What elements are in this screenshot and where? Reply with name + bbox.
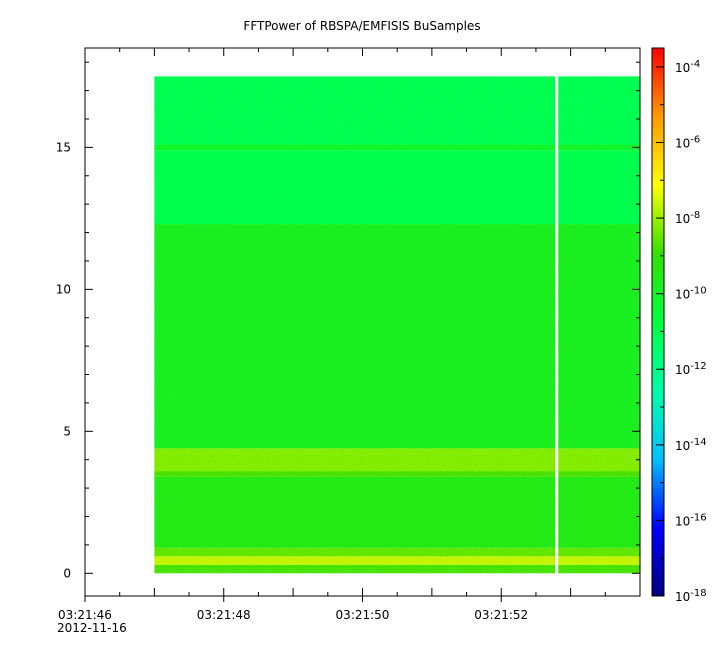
colorbar-tick-label: 10-12 <box>675 361 707 377</box>
heatmap-band-texture <box>154 76 640 145</box>
heatmap-band-texture <box>154 150 640 225</box>
x-tick-label: 03:21:46 <box>58 608 112 622</box>
colorbar-fill <box>652 48 664 596</box>
colorbar-tick-label: 10-18 <box>675 588 707 604</box>
heatmap-band-texture <box>154 448 640 472</box>
colorbar: 10-4 10-6 10-8 10-10 10-12 10-14 10-16 10-18 <box>651 47 707 604</box>
heatmap-band-texture <box>154 471 640 477</box>
y-tick-label: 0 <box>63 566 71 580</box>
colorbar-tick-label: 10-8 <box>675 210 700 226</box>
heatmap-band-texture <box>154 564 640 574</box>
colorbar-tick-label: 10-16 <box>675 512 707 528</box>
x-tick-label: 03:21:48 <box>197 608 251 622</box>
x-tick-label: 03:21:52 <box>474 608 528 622</box>
y-tick-label: 15 <box>56 140 71 154</box>
plot-area <box>154 75 640 575</box>
heatmap-band-texture <box>154 224 640 449</box>
y-tick-label: 10 <box>56 282 71 296</box>
data-gap <box>555 75 559 575</box>
colorbar-tick-label: 10-4 <box>675 59 700 75</box>
heatmap-band-texture <box>154 556 640 565</box>
heatmap-band-texture <box>154 476 640 548</box>
colorbar-tick-label: 10-10 <box>675 286 707 302</box>
y-axis: 0 5 10 15 <box>56 61 640 580</box>
heatmap-band-texture <box>154 547 640 557</box>
x-date-label: 2012-11-16 <box>57 621 127 635</box>
chart-title: FFTPower of RBSPA/EMFISIS BuSamples <box>243 19 480 33</box>
y-tick-label: 5 <box>63 424 71 438</box>
colorbar-tick-label: 10-14 <box>675 437 707 453</box>
heatmap-band-texture <box>154 144 640 151</box>
colorbar-tick-label: 10-6 <box>675 134 700 150</box>
x-tick-label: 03:21:50 <box>336 608 390 622</box>
